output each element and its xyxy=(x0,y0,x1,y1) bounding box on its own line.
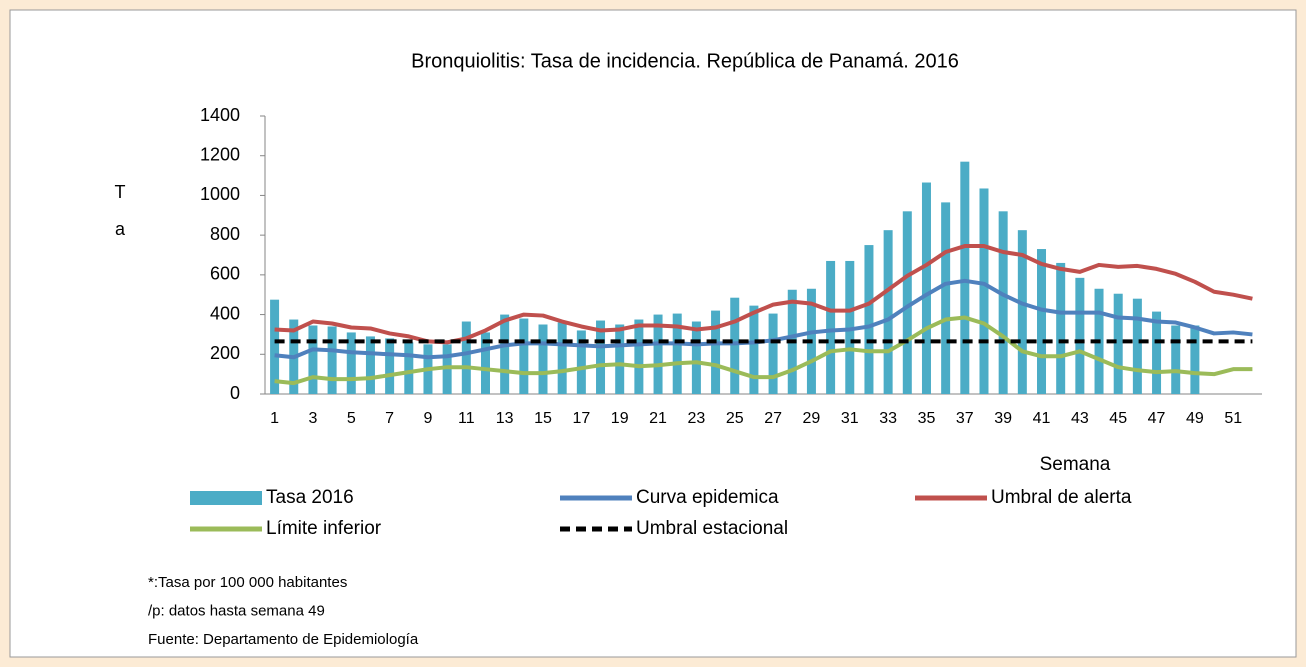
x-tick-label: 35 xyxy=(918,410,936,427)
x-tick-label: 43 xyxy=(1071,410,1089,427)
chart-title: Bronquiolitis: Tasa de incidencia. Repúb… xyxy=(411,50,959,72)
bar xyxy=(327,326,337,394)
y-axis-label: T xyxy=(115,182,126,202)
bar xyxy=(941,202,951,394)
legend-label: Curva epidemica xyxy=(636,487,779,508)
x-tick-label: 27 xyxy=(764,410,782,427)
bar xyxy=(921,182,931,394)
bar xyxy=(1132,298,1142,394)
bar xyxy=(749,305,759,394)
bar xyxy=(672,313,682,394)
bar xyxy=(1075,277,1085,394)
bar xyxy=(768,313,778,394)
note: Fuente: Departamento de Epidemiología xyxy=(148,631,419,648)
y-tick-label: 0 xyxy=(230,383,240,403)
x-tick-label: 45 xyxy=(1109,410,1127,427)
legend-swatch xyxy=(190,491,262,505)
bar xyxy=(270,299,280,394)
bar xyxy=(730,297,740,394)
bar xyxy=(596,320,606,394)
y-tick-label: 1200 xyxy=(200,144,240,164)
bar xyxy=(576,330,586,394)
x-tick-label: 39 xyxy=(994,410,1012,427)
y-axis-label: a xyxy=(115,219,126,239)
bar xyxy=(883,230,893,394)
x-tick-label: 13 xyxy=(496,410,514,427)
note: *:Tasa por 100 000 habitantes xyxy=(148,574,347,591)
bar xyxy=(519,318,529,394)
bar xyxy=(979,188,989,394)
legend-label: Límite inferior xyxy=(266,518,382,539)
y-tick-label: 400 xyxy=(210,303,240,323)
y-tick-label: 800 xyxy=(210,224,240,244)
x-tick-label: 33 xyxy=(879,410,897,427)
x-tick-label: 29 xyxy=(803,410,821,427)
bar xyxy=(1056,262,1066,394)
x-tick-label: 31 xyxy=(841,410,859,427)
bar xyxy=(826,260,836,394)
x-tick-label: 37 xyxy=(956,410,974,427)
x-tick-label: 51 xyxy=(1224,410,1242,427)
x-tick-label: 11 xyxy=(458,410,475,427)
bar xyxy=(634,319,644,394)
y-tick-label: 600 xyxy=(210,264,240,284)
x-tick-label: 49 xyxy=(1186,410,1204,427)
bar xyxy=(615,324,625,394)
legend-label: Umbral de alerta xyxy=(991,487,1132,508)
x-tick-label: 19 xyxy=(611,410,629,427)
bar xyxy=(385,338,395,394)
bar xyxy=(346,332,356,394)
bar xyxy=(960,161,970,394)
y-tick-label: 1000 xyxy=(200,184,240,204)
x-tick-label: 9 xyxy=(424,410,433,427)
x-tick-label: 47 xyxy=(1148,410,1166,427)
x-axis-label: Semana xyxy=(1040,454,1111,475)
bar xyxy=(1017,230,1027,394)
x-tick-label: 7 xyxy=(385,410,394,427)
bar xyxy=(308,325,318,394)
y-tick-label: 200 xyxy=(210,343,240,363)
bar xyxy=(500,314,510,394)
x-tick-label: 21 xyxy=(649,410,667,427)
bar xyxy=(864,245,874,394)
x-tick-label: 5 xyxy=(347,410,356,427)
bar xyxy=(404,342,414,394)
bar xyxy=(1171,325,1181,394)
x-tick-label: 15 xyxy=(534,410,552,427)
bar xyxy=(691,321,701,394)
bar xyxy=(1152,311,1162,394)
bar xyxy=(365,336,375,394)
bar xyxy=(711,310,721,394)
x-tick-label: 23 xyxy=(687,410,705,427)
y-tick-label: 1400 xyxy=(200,105,240,125)
legend-label: Tasa 2016 xyxy=(266,487,354,508)
bar xyxy=(1037,249,1047,394)
bar xyxy=(461,321,471,394)
line xyxy=(274,315,1253,386)
bar xyxy=(998,211,1008,394)
bar xyxy=(653,314,663,394)
note: /p: datos hasta semana 49 xyxy=(148,602,325,619)
x-tick-label: 41 xyxy=(1033,410,1051,427)
x-tick-label: 3 xyxy=(308,410,317,427)
bar xyxy=(1190,325,1200,394)
bar xyxy=(480,332,490,394)
bar xyxy=(1113,293,1123,394)
x-tick-label: 1 xyxy=(270,410,279,427)
bar xyxy=(557,322,567,394)
bar xyxy=(902,211,912,394)
bar xyxy=(538,324,548,394)
x-tick-label: 25 xyxy=(726,410,744,427)
legend-label: Umbral estacional xyxy=(636,518,788,539)
x-tick-label: 17 xyxy=(572,410,590,427)
